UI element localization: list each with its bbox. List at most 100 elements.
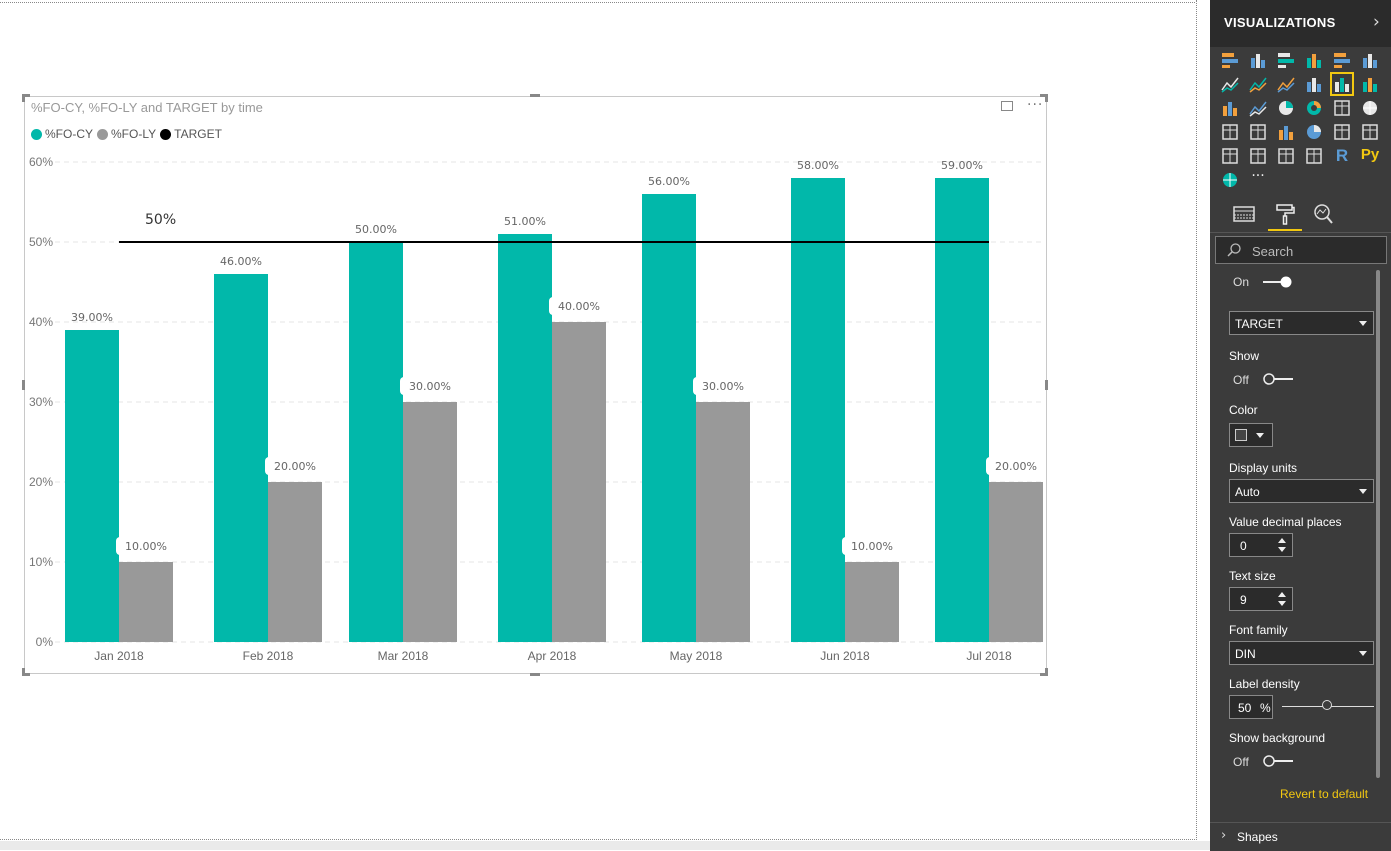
x-tick-label: Jul 2018 <box>966 649 1012 663</box>
legend-item-fo-cy[interactable]: %FO-CY <box>31 127 93 141</box>
filled-map-icon[interactable] <box>1220 122 1240 142</box>
pie-chart-icon[interactable] <box>1276 98 1296 118</box>
more-visuals-icon[interactable]: ··· <box>1251 168 1265 184</box>
resize-handle[interactable] <box>22 94 30 97</box>
line-and-clustered-column-icon[interactable] <box>1330 72 1354 96</box>
legend-item-target[interactable]: TARGET <box>160 127 222 141</box>
resize-handle[interactable] <box>530 94 540 97</box>
table-icon[interactable] <box>1276 146 1296 166</box>
analytics-magnifier-icon[interactable] <box>1311 202 1335 226</box>
area-chart-icon[interactable] <box>1248 74 1268 94</box>
scatter-chart-icon[interactable] <box>1248 98 1268 118</box>
python-visual-icon[interactable]: Py <box>1360 146 1380 163</box>
bar-fo-ly <box>845 562 899 642</box>
resize-handle[interactable] <box>530 673 540 676</box>
clustered-bar-chart-icon[interactable] <box>1276 50 1296 70</box>
show-toggle[interactable] <box>1262 371 1294 387</box>
100-stacked-column-chart-icon[interactable] <box>1360 50 1380 70</box>
r-visual-icon[interactable]: R <box>1335 146 1349 165</box>
resize-handle[interactable] <box>1040 94 1048 97</box>
stacked-area-chart-icon[interactable] <box>1276 74 1296 94</box>
format-search-input[interactable]: Search <box>1215 236 1387 264</box>
multi-row-card-icon[interactable] <box>1360 122 1380 142</box>
target-label: 50% <box>145 212 176 228</box>
donut-chart-icon[interactable] <box>1304 98 1324 118</box>
card-icon[interactable] <box>1332 122 1352 142</box>
x-tick-label: May 2018 <box>670 649 723 663</box>
legend-item-fo-ly[interactable]: %FO-LY <box>97 127 156 141</box>
format-paint-roller-icon[interactable] <box>1273 202 1297 226</box>
collapse-chevron-icon[interactable]: › <box>1373 12 1380 32</box>
treemap-icon[interactable] <box>1332 98 1352 118</box>
color-picker[interactable] <box>1229 423 1273 447</box>
matrix-icon[interactable] <box>1304 146 1324 166</box>
label-density-slider-thumb[interactable] <box>1322 700 1332 710</box>
data-label-fo-cy: 58.00% <box>797 159 839 172</box>
chevron-down-icon <box>1359 489 1367 494</box>
stepper-down-icon[interactable] <box>1278 601 1286 606</box>
100-stacked-bar-chart-icon[interactable] <box>1332 50 1352 70</box>
resize-handle[interactable] <box>1045 380 1048 390</box>
stepper-up-icon[interactable] <box>1278 538 1286 543</box>
data-label-background <box>842 537 902 555</box>
pane-scrollbar[interactable] <box>1376 270 1380 778</box>
display-units-dropdown[interactable]: Auto <box>1229 479 1374 503</box>
decimal-places-stepper[interactable]: 0 <box>1229 533 1293 557</box>
waterfall-chart-icon[interactable] <box>1220 98 1240 118</box>
show-background-toggle[interactable] <box>1262 753 1294 769</box>
kpi-icon[interactable] <box>1220 146 1240 166</box>
resize-handle[interactable] <box>1040 673 1048 676</box>
resize-handle[interactable] <box>22 380 25 390</box>
resize-handle[interactable] <box>1045 94 1048 102</box>
stepper-up-icon[interactable] <box>1278 592 1286 597</box>
display-units-label: Display units <box>1229 461 1298 475</box>
legend-label: TARGET <box>174 127 222 141</box>
arcgis-map-icon[interactable] <box>1220 170 1240 190</box>
font-family-value: DIN <box>1235 647 1256 661</box>
stacked-column-chart-icon[interactable] <box>1248 50 1268 70</box>
bar-fo-ly <box>989 482 1043 642</box>
focus-mode-icon[interactable] <box>1001 101 1013 111</box>
search-placeholder: Search <box>1252 244 1294 259</box>
resize-handle[interactable] <box>22 94 25 102</box>
resize-handle[interactable] <box>22 673 30 676</box>
bar-fo-ly <box>552 322 606 642</box>
text-size-label: Text size <box>1229 569 1276 583</box>
y-tick-label: 50% <box>29 235 53 249</box>
bar-fo-cy <box>791 178 845 642</box>
data-label-fo-cy: 50.00% <box>355 223 397 236</box>
line-and-stacked-column-icon[interactable] <box>1304 74 1324 94</box>
clustered-column-chart-visual[interactable]: %FO-CY, %FO-LY and TARGET by time ··· %F… <box>24 96 1047 674</box>
report-canvas[interactable]: %FO-CY, %FO-LY and TARGET by time ··· %F… <box>0 0 1197 840</box>
globe-map-icon[interactable] <box>1360 98 1380 118</box>
font-family-dropdown[interactable]: DIN <box>1229 641 1374 665</box>
revert-to-default-link[interactable]: Revert to default <box>1280 787 1369 801</box>
slicer-icon[interactable] <box>1248 146 1268 166</box>
label-density-input[interactable]: 50 % <box>1229 695 1273 719</box>
data-label-fo-cy: 39.00% <box>71 311 113 324</box>
data-label-fo-ly: 30.00% <box>702 380 744 393</box>
gauge-icon[interactable] <box>1304 122 1324 142</box>
data-label-fo-ly: 10.00% <box>851 540 893 553</box>
resize-handle[interactable] <box>1045 668 1048 676</box>
funnel-icon[interactable] <box>1276 122 1296 142</box>
stacked-bar-chart-icon[interactable] <box>1220 50 1240 70</box>
clustered-column-chart-icon[interactable] <box>1304 50 1324 70</box>
pane-tabs <box>1210 196 1391 233</box>
shape-map-icon[interactable] <box>1248 122 1268 142</box>
more-options-icon[interactable]: ··· <box>1027 97 1044 113</box>
label-density-value: 50 <box>1238 701 1252 715</box>
fields-tab-icon[interactable] <box>1232 202 1256 226</box>
ribbon-chart-icon[interactable] <box>1360 74 1380 94</box>
line-chart-icon[interactable] <box>1220 74 1240 94</box>
shapes-section-header[interactable]: › Shapes <box>1210 822 1391 851</box>
resize-handle[interactable] <box>22 668 25 676</box>
visual-title: %FO-CY, %FO-LY and TARGET by time <box>31 100 263 115</box>
show-label: Show <box>1229 349 1260 363</box>
pane-header: VISUALIZATIONS › <box>1210 0 1391 47</box>
on-toggle[interactable] <box>1262 274 1292 290</box>
text-size-stepper[interactable]: 9 <box>1229 587 1293 611</box>
series-select-dropdown[interactable]: TARGET <box>1229 311 1374 335</box>
stepper-down-icon[interactable] <box>1278 547 1286 552</box>
bar-fo-ly <box>119 562 173 642</box>
